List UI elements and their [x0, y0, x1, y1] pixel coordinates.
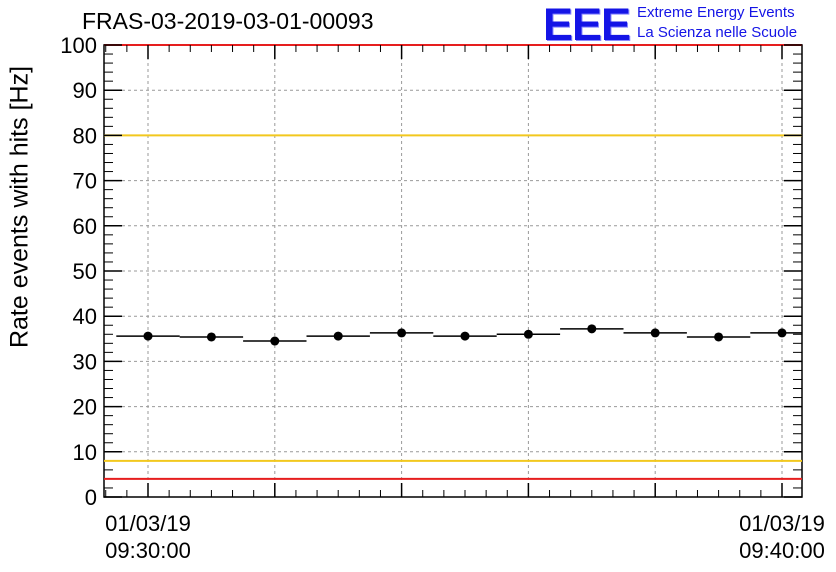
- data-point: [714, 332, 724, 342]
- logo-line-2: La Scienza nelle Scuole: [637, 24, 798, 41]
- y-tick-label: 0: [85, 485, 97, 510]
- y-tick-label: 100: [60, 33, 97, 58]
- x-tick-date: 01/03/19: [739, 511, 825, 536]
- y-axis-label-text: Rate events with hits [Hz]: [5, 65, 34, 349]
- x-tick-label: 01/03/19 09:40:00: [732, 510, 832, 564]
- reference-lines: [104, 44, 802, 480]
- y-tick-label: 90: [73, 78, 97, 103]
- logo-caption: Extreme Energy Events La Scienza nelle S…: [637, 3, 797, 43]
- y-axis-ticks: 0 10 20 30 40 50 60 70 80 90 100: [60, 33, 802, 510]
- x-tick-time: 09:30:00: [105, 538, 191, 563]
- data-point: [460, 331, 470, 341]
- data-point: [777, 328, 787, 338]
- y-tick-label: 80: [73, 123, 97, 148]
- data-point: [523, 329, 533, 339]
- y-tick-label: 10: [73, 440, 97, 465]
- data-point: [143, 331, 153, 341]
- x-axis-ticks: [105, 45, 783, 497]
- run-title: FRAS-03-2019-03-01-00093: [82, 8, 374, 34]
- data-point: [206, 332, 216, 342]
- y-tick-label: 30: [73, 349, 97, 374]
- data-point: [397, 328, 407, 338]
- logo-line-1: Extreme Energy Events: [637, 4, 795, 21]
- y-tick-label: 50: [73, 259, 97, 284]
- data-point: [270, 336, 280, 346]
- y-tick-label: 40: [73, 304, 97, 329]
- x-tick-time: 09:40:00: [739, 538, 825, 563]
- y-tick-label: 60: [73, 214, 97, 239]
- data-point: [650, 328, 660, 338]
- grid-lines: [104, 45, 802, 497]
- y-tick-label: 20: [73, 395, 97, 420]
- data-point: [333, 331, 343, 341]
- eee-logo: EEE: [543, 0, 631, 50]
- x-tick-label: 01/03/19 09:30:00: [98, 510, 198, 564]
- x-tick-date: 01/03/19: [105, 511, 191, 536]
- y-tick-label: 70: [73, 169, 97, 194]
- data-points: [116, 324, 802, 346]
- data-point: [587, 324, 597, 334]
